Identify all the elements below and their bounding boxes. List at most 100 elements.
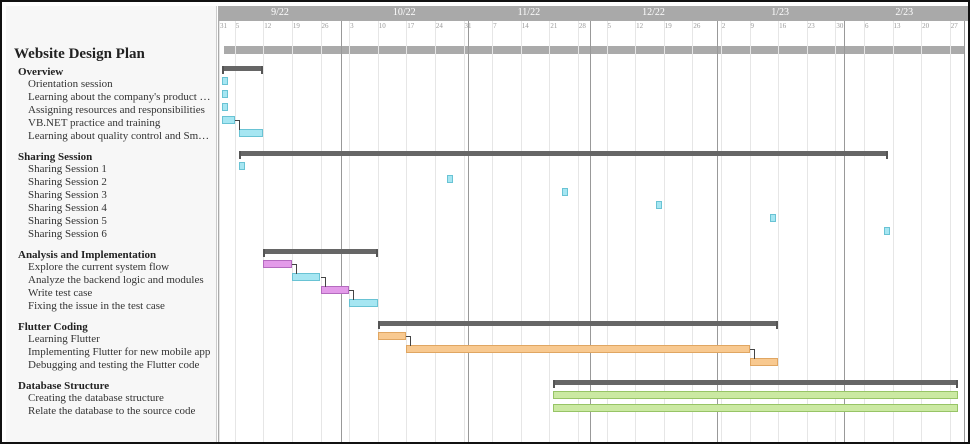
task-bar[interactable] [884,227,891,235]
week-tick-label: 26 [321,22,329,30]
week-tick-label: 30 [836,22,844,30]
task-bar[interactable] [553,391,958,399]
task-bar[interactable] [655,201,662,209]
task-bar[interactable] [749,358,779,366]
week-tick-label: 13 [893,22,901,30]
week-tick-label: 7 [493,22,497,30]
week-tick-label: 16 [779,22,787,30]
week-gridline [263,21,265,442]
week-tick-label: 17 [407,22,415,30]
week-tick-label: 9 [750,22,755,30]
group-summary-bar[interactable] [263,249,379,257]
week-tick-label: 5 [607,22,612,30]
group-label[interactable]: Analysis and Implementation [18,249,157,261]
month-label: 11/22 [517,7,541,18]
week-gridline [863,21,865,442]
task-bar[interactable] [561,188,568,196]
week-tick-label: 23 [807,22,815,30]
month-label: 2/23 [895,7,914,18]
week-gridline [921,21,923,442]
task-bar[interactable] [222,77,229,85]
task-bar[interactable] [263,260,292,268]
group-summary-bar[interactable] [553,380,958,388]
week-tick-label: 26 [693,22,701,30]
week-gridline [778,21,780,442]
week-gridline [549,21,551,442]
task-bar[interactable] [222,90,229,98]
week-gridline [892,21,894,442]
dependency-connector [349,290,355,300]
group-summary-bar[interactable] [222,66,264,74]
week-gridline [234,21,236,442]
week-gridline [377,21,379,442]
project-summary-bar[interactable] [224,46,965,54]
task-bar[interactable] [406,345,750,353]
week-tick-label: 24 [435,22,443,30]
week-gridline [606,21,608,442]
task-bar[interactable] [320,286,350,294]
month-label: 9/22 [271,7,289,18]
week-tick-label: 5 [235,22,240,30]
task-list-panel: Website Design Plan Overview Orientation … [6,6,217,442]
dependency-connector [320,277,326,287]
week-tick-label: 3 [350,22,354,30]
month-label: 1/23 [771,7,790,18]
week-tick-label: 12 [264,22,272,30]
month-gridline [843,21,845,442]
week-tick-label: 19 [664,22,672,30]
task-bar[interactable] [238,162,245,170]
week-tick-label: 12 [636,22,644,30]
task-bar[interactable] [553,404,958,412]
week-gridline [406,21,408,442]
week-gridline [949,21,951,442]
month-gridline [467,21,469,442]
week-gridline [692,21,694,442]
dependency-connector [749,349,755,359]
task-bar[interactable] [447,175,454,183]
task-bar[interactable] [222,116,235,124]
month-gridline [340,21,342,442]
month-header [218,6,968,21]
dependency-connector [291,264,297,274]
project-title: Website Design Plan [14,46,145,62]
week-gridline [219,21,220,442]
week-gridline [663,21,665,442]
group-label[interactable]: Flutter Coding [18,321,88,333]
week-gridline [492,21,494,442]
week-gridline [520,21,522,442]
week-tick-label: 19 [292,22,300,30]
chart-left-border [218,6,219,442]
task-bar[interactable] [377,332,407,340]
week-tick-label: 21 [550,22,558,30]
dependency-connector [234,120,240,130]
week-tick-label: 28 [578,22,586,30]
month-label: 12/22 [642,7,665,18]
week-gridline [434,21,436,442]
month-gridline [716,21,718,442]
group-label[interactable]: Database Structure [18,380,110,392]
group-label[interactable]: Overview [18,66,64,78]
group-label[interactable]: Sharing Session [18,151,93,163]
task-bar[interactable] [238,129,264,137]
group-summary-bar[interactable] [238,151,889,159]
month-gridline [590,21,592,442]
week-gridline [749,21,751,442]
week-tick-label: 10 [378,22,386,30]
group-summary-bar[interactable] [377,321,779,329]
task-bar[interactable] [291,273,321,281]
week-gridline [635,21,637,442]
week-tick-label: 6 [864,22,869,30]
task-bar[interactable] [222,103,229,111]
week-tick-label: 14 [521,22,529,30]
week-gridline [349,21,351,442]
week-tick-label: 20 [922,22,930,30]
week-tick-label: 31 [220,22,227,30]
week-gridline [291,21,293,442]
task-bar[interactable] [769,214,776,222]
chart-right-border [964,21,965,442]
week-gridline [577,21,579,442]
task-bar[interactable] [349,299,378,307]
week-tick-label: 27 [950,22,958,30]
